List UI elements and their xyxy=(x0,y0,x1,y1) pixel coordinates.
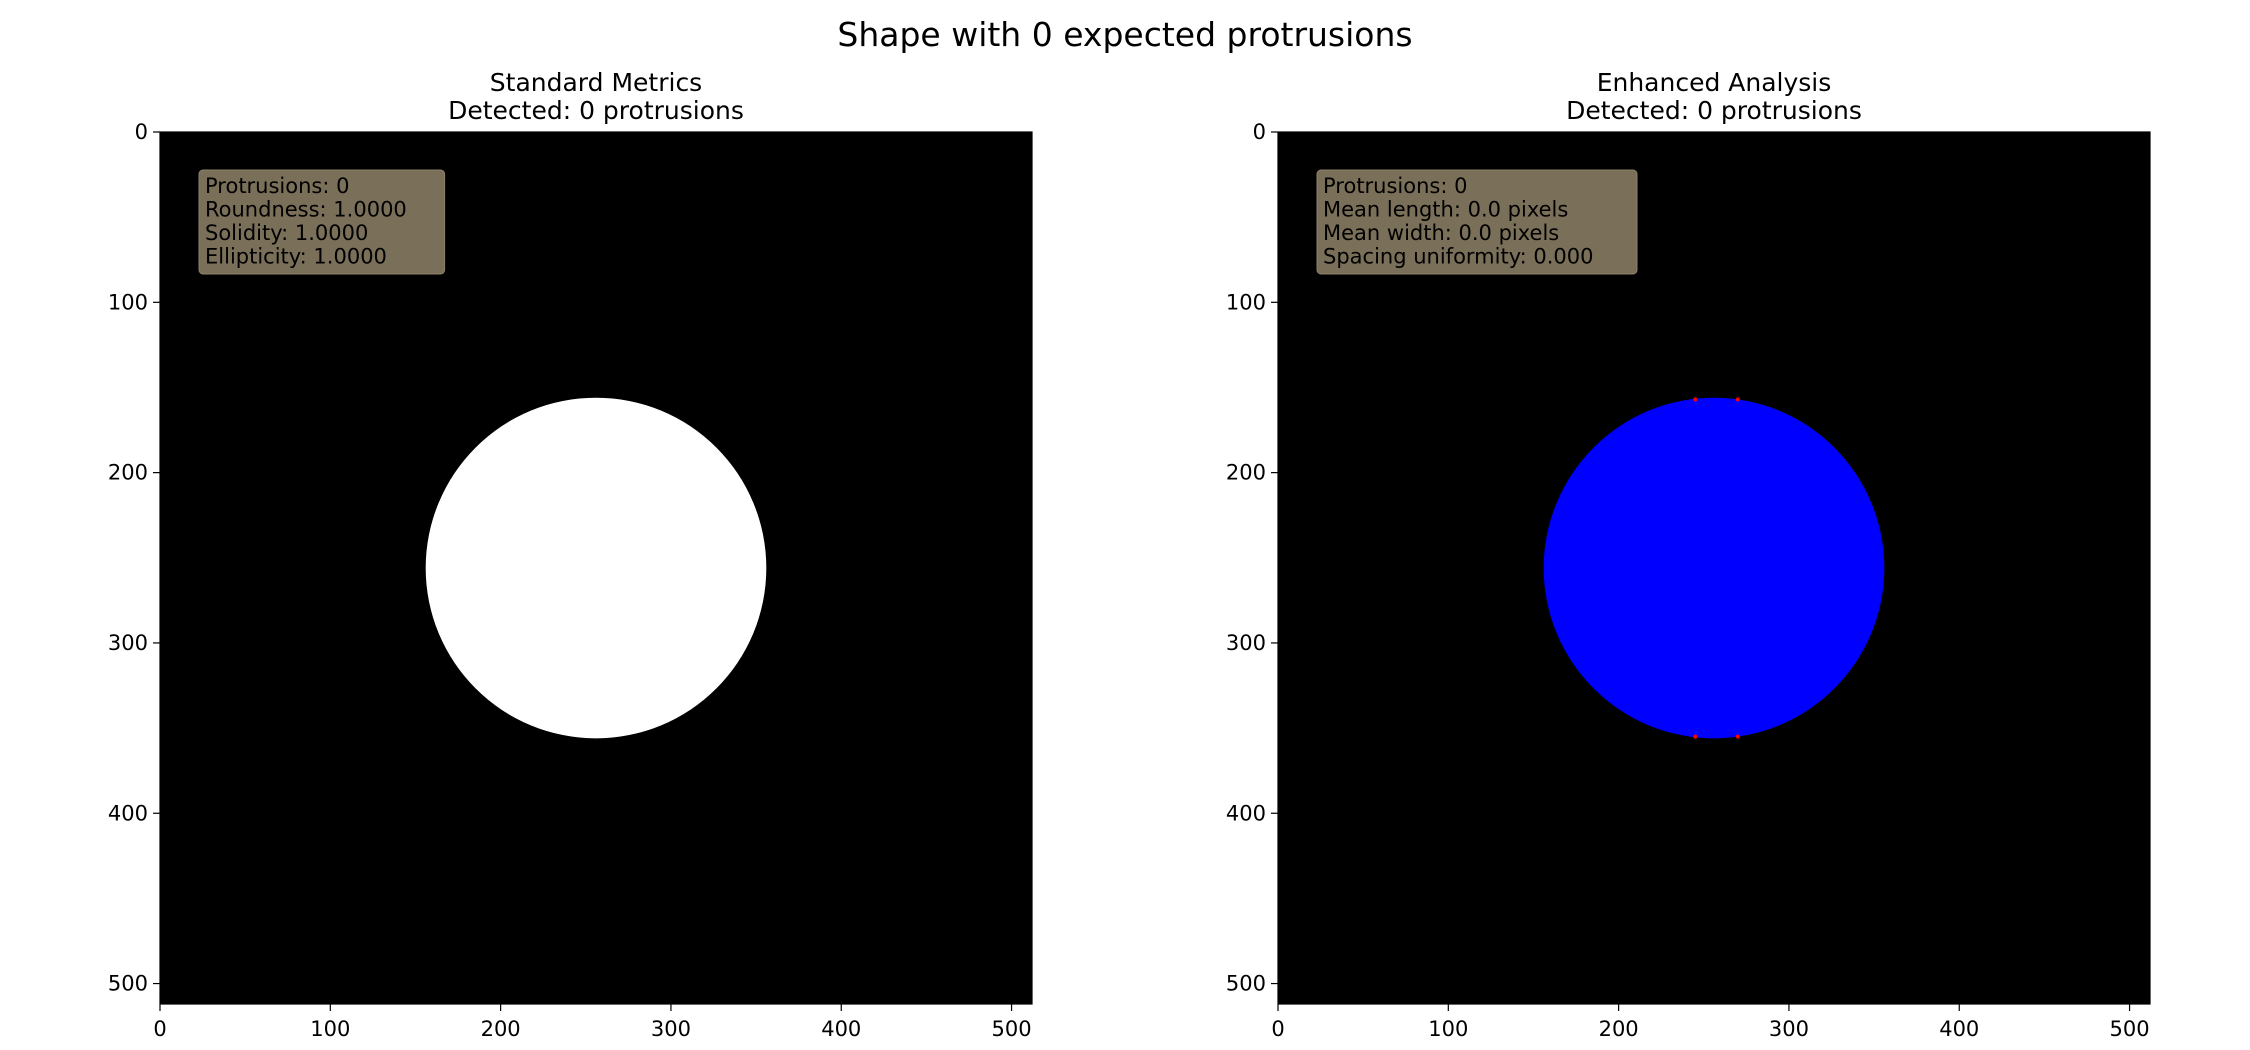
x-tick-label: 100 xyxy=(310,1017,350,1041)
x-tick-label: 200 xyxy=(1599,1017,1639,1041)
panel-title-line2: Detected: 0 protrusions xyxy=(1566,96,1862,125)
y-tick-label: 200 xyxy=(108,461,148,485)
y-tick-label: 0 xyxy=(1253,120,1266,144)
info-line: Mean length: 0.0 pixels xyxy=(1323,198,1568,222)
boundary-marker xyxy=(1735,734,1740,739)
y-tick-label: 400 xyxy=(108,801,148,825)
y-tick-label: 0 xyxy=(135,120,148,144)
x-tick-label: 300 xyxy=(1769,1017,1809,1041)
x-tick-label: 200 xyxy=(481,1017,521,1041)
x-tick-label: 0 xyxy=(1271,1017,1284,1041)
x-tick-label: 300 xyxy=(651,1017,691,1041)
info-box xyxy=(198,169,446,275)
figure-suptitle: Shape with 0 expected protrusions xyxy=(837,15,1412,54)
panel-title-line1: Standard Metrics xyxy=(490,68,702,97)
info-line: Mean width: 0.0 pixels xyxy=(1323,221,1559,245)
shape-circle xyxy=(425,397,767,739)
boundary-marker xyxy=(1735,397,1740,402)
y-tick-label: 500 xyxy=(1226,972,1266,996)
info-line: Spacing uniformity: 0.000 xyxy=(1323,245,1593,269)
y-tick-label: 400 xyxy=(1226,801,1266,825)
y-tick-label: 500 xyxy=(108,972,148,996)
panel-enhanced-analysis: Enhanced Analysis Detected: 0 protrusion… xyxy=(1226,68,2151,1041)
x-tick-label: 400 xyxy=(1939,1017,1979,1041)
axes-frame xyxy=(159,131,1033,1005)
panel-title-line1: Enhanced Analysis xyxy=(1597,68,1832,97)
y-tick-label: 200 xyxy=(1226,461,1266,485)
info-line: Solidity: 1.0000 xyxy=(205,221,368,245)
panel-standard-metrics: Standard Metrics Detected: 0 protrusions… xyxy=(108,68,1033,1041)
axes-frame xyxy=(1277,131,2151,1005)
boundary-marker xyxy=(1693,734,1698,739)
panel-title-line2: Detected: 0 protrusions xyxy=(448,96,744,125)
info-line: Roundness: 1.0000 xyxy=(205,198,407,222)
info-line: Protrusions: 0 xyxy=(1323,174,1467,198)
x-tick-label: 500 xyxy=(2110,1017,2150,1041)
y-tick-label: 300 xyxy=(1226,631,1266,655)
image-plot-enhanced: 0 100 200 300 400 5000100200300400500Protrusi… xyxy=(1226,120,2151,1041)
x-tick-label: 500 xyxy=(992,1017,1032,1041)
info-box xyxy=(1316,169,1638,275)
y-tick-label: 100 xyxy=(1226,290,1266,314)
info-line: Ellipticity: 1.0000 xyxy=(205,245,387,269)
image-plot-standard: 0 100 200 300 400 5000100200300400500Protrusi… xyxy=(108,120,1033,1041)
boundary-marker xyxy=(1693,397,1698,402)
shape-circle xyxy=(1543,397,1885,739)
x-tick-label: 100 xyxy=(1428,1017,1468,1041)
y-tick-label: 300 xyxy=(108,631,148,655)
info-line: Protrusions: 0 xyxy=(205,174,349,198)
y-tick-label: 100 xyxy=(108,290,148,314)
x-tick-label: 400 xyxy=(821,1017,861,1041)
x-tick-label: 0 xyxy=(153,1017,166,1041)
